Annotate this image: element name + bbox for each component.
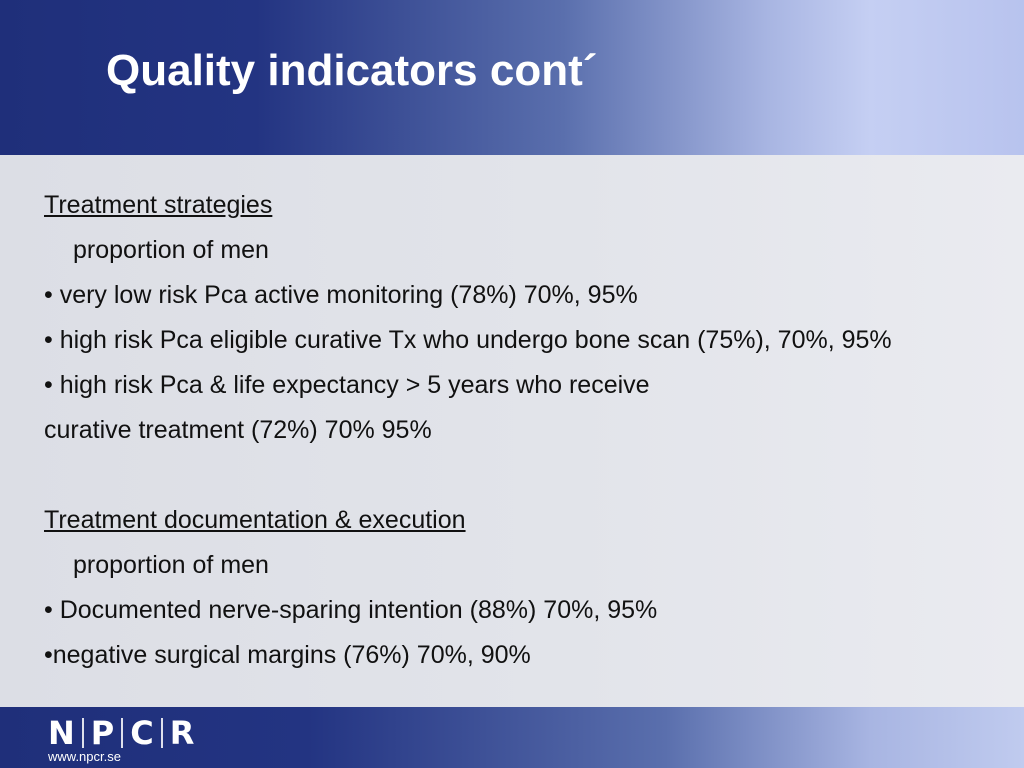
footer-url: www.npcr.se [48,749,121,764]
bullet-item: • very low risk Pca active monitoring (7… [44,281,638,309]
bullet-item: • high risk Pca & life expectancy > 5 ye… [44,371,650,399]
title-banner [0,0,1024,155]
slide-title: Quality indicators cont´ [106,46,598,95]
section-heading-treatment-strategies: Treatment strategies [44,191,273,219]
section-subheading: proportion of men [73,236,269,264]
bullet-item: •negative surgical margins (76%) 70%, 90… [44,641,531,669]
bullet-item: • high risk Pca eligible curative Tx who… [44,326,892,354]
section-subheading: proportion of men [73,551,269,579]
bullet-continuation: curative treatment (72%) 70% 95% [44,416,432,444]
logo-letter: P [90,714,115,752]
section-heading-treatment-documentation: Treatment documentation & execution [44,506,466,534]
footer-bar [0,707,1024,768]
logo-separator [160,718,163,748]
bullet-item: • Documented nerve-sparing intention (88… [44,596,658,624]
logo-letter: C [130,714,154,752]
logo-separator [81,718,84,748]
npcr-logo: N P C R [48,712,194,754]
logo-letter: N [48,714,75,752]
spacer [44,453,1019,498]
logo-separator [121,718,124,748]
logo-letter: R [169,714,195,752]
slide-body: Treatment strategies proportion of men •… [44,183,1019,678]
content-area [0,155,1024,707]
